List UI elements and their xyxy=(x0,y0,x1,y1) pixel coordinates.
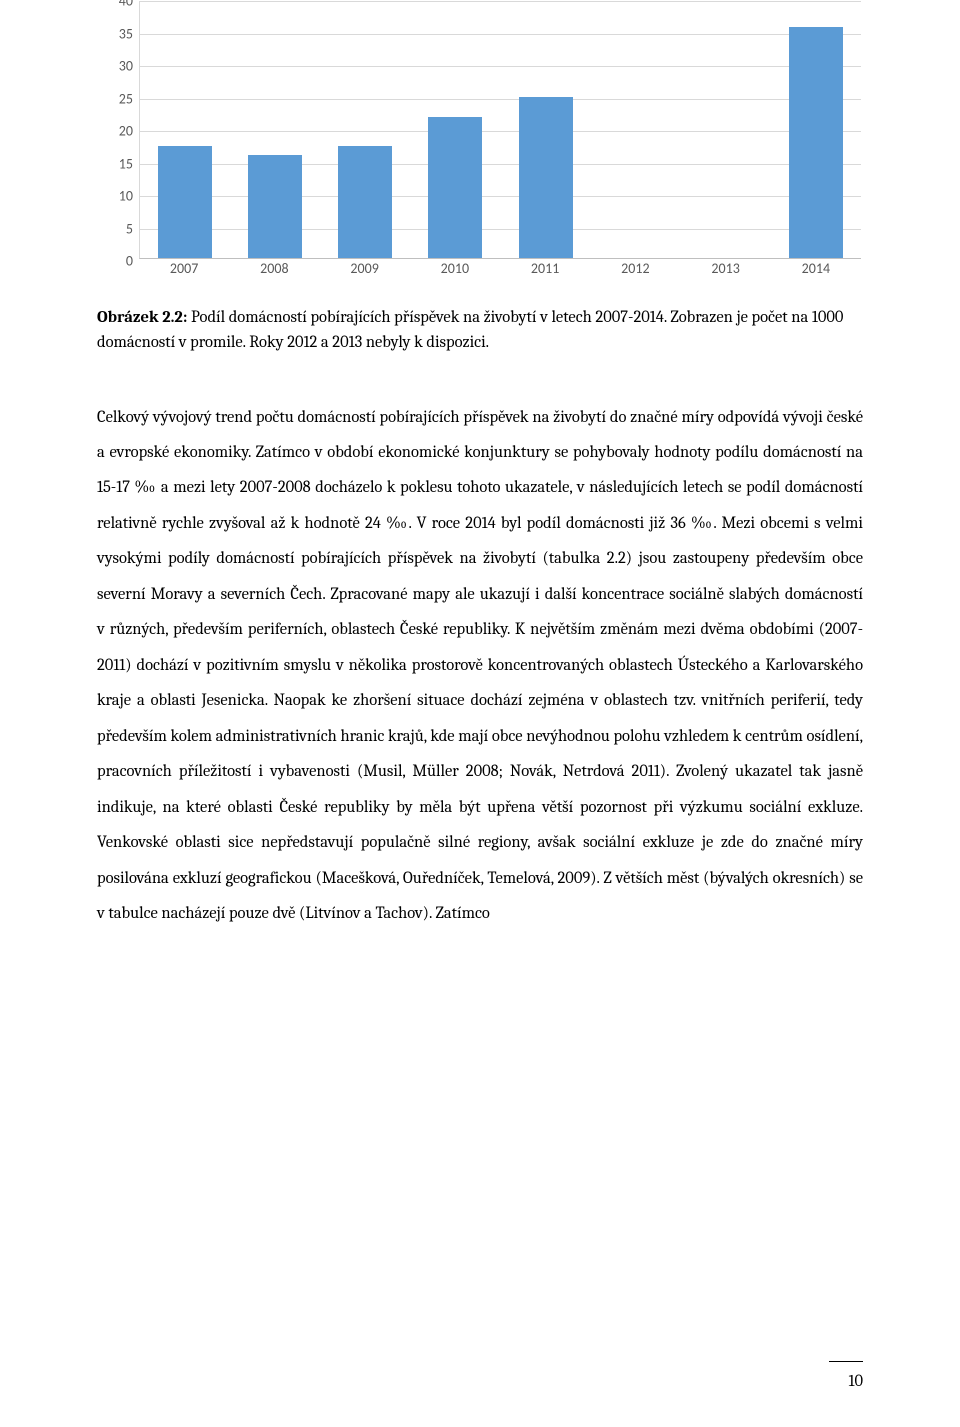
figure-caption: Obrázek 2.2: Podíl domácností pobírající… xyxy=(97,306,863,356)
bars-container xyxy=(140,1,861,258)
y-tick-label: 35 xyxy=(99,25,133,42)
page-number: 10 xyxy=(848,1372,863,1391)
y-tick-label: 25 xyxy=(99,90,133,107)
bar-slot xyxy=(410,1,500,258)
bar-slot xyxy=(140,1,230,258)
chart-bar xyxy=(519,97,573,258)
chart-bar xyxy=(789,27,843,258)
chart-container: 0510152025303540 20072008200920102011201… xyxy=(98,0,862,300)
y-tick-label: 30 xyxy=(99,58,133,75)
y-tick-label: 20 xyxy=(99,123,133,140)
chart-bar xyxy=(248,155,302,258)
x-tick-label: 2014 xyxy=(771,259,861,279)
bar-slot xyxy=(320,1,410,258)
x-tick-label: 2013 xyxy=(681,259,771,279)
x-tick-label: 2012 xyxy=(590,259,680,279)
x-tick-label: 2007 xyxy=(139,259,229,279)
bar-slot xyxy=(771,1,861,258)
figure-caption-text: Podíl domácností pobírajících příspěvek … xyxy=(97,308,843,352)
chart-inner: 0510152025303540 20072008200920102011201… xyxy=(98,0,862,280)
y-tick-label: 40 xyxy=(99,0,133,10)
x-tick-label: 2009 xyxy=(320,259,410,279)
x-tick-label: 2008 xyxy=(229,259,319,279)
chart-bar xyxy=(428,117,482,258)
bar-slot xyxy=(681,1,771,258)
y-tick-label: 0 xyxy=(99,253,133,270)
chart-bar xyxy=(158,146,212,258)
page-number-divider xyxy=(829,1361,863,1362)
figure-caption-label: Obrázek 2.2: xyxy=(97,308,187,327)
x-tick-label: 2011 xyxy=(500,259,590,279)
chart-bar xyxy=(338,146,392,258)
x-tick-label: 2010 xyxy=(410,259,500,279)
x-axis-labels: 20072008200920102011201220132014 xyxy=(139,259,861,279)
body-paragraph: Celkový vývojový trend počtu domácností … xyxy=(97,400,863,932)
y-tick-label: 15 xyxy=(99,155,133,172)
bar-slot xyxy=(591,1,681,258)
bar-slot xyxy=(230,1,320,258)
y-tick-label: 10 xyxy=(99,188,133,205)
plot-area xyxy=(139,1,861,259)
y-tick-label: 5 xyxy=(99,220,133,237)
bar-slot xyxy=(501,1,591,258)
